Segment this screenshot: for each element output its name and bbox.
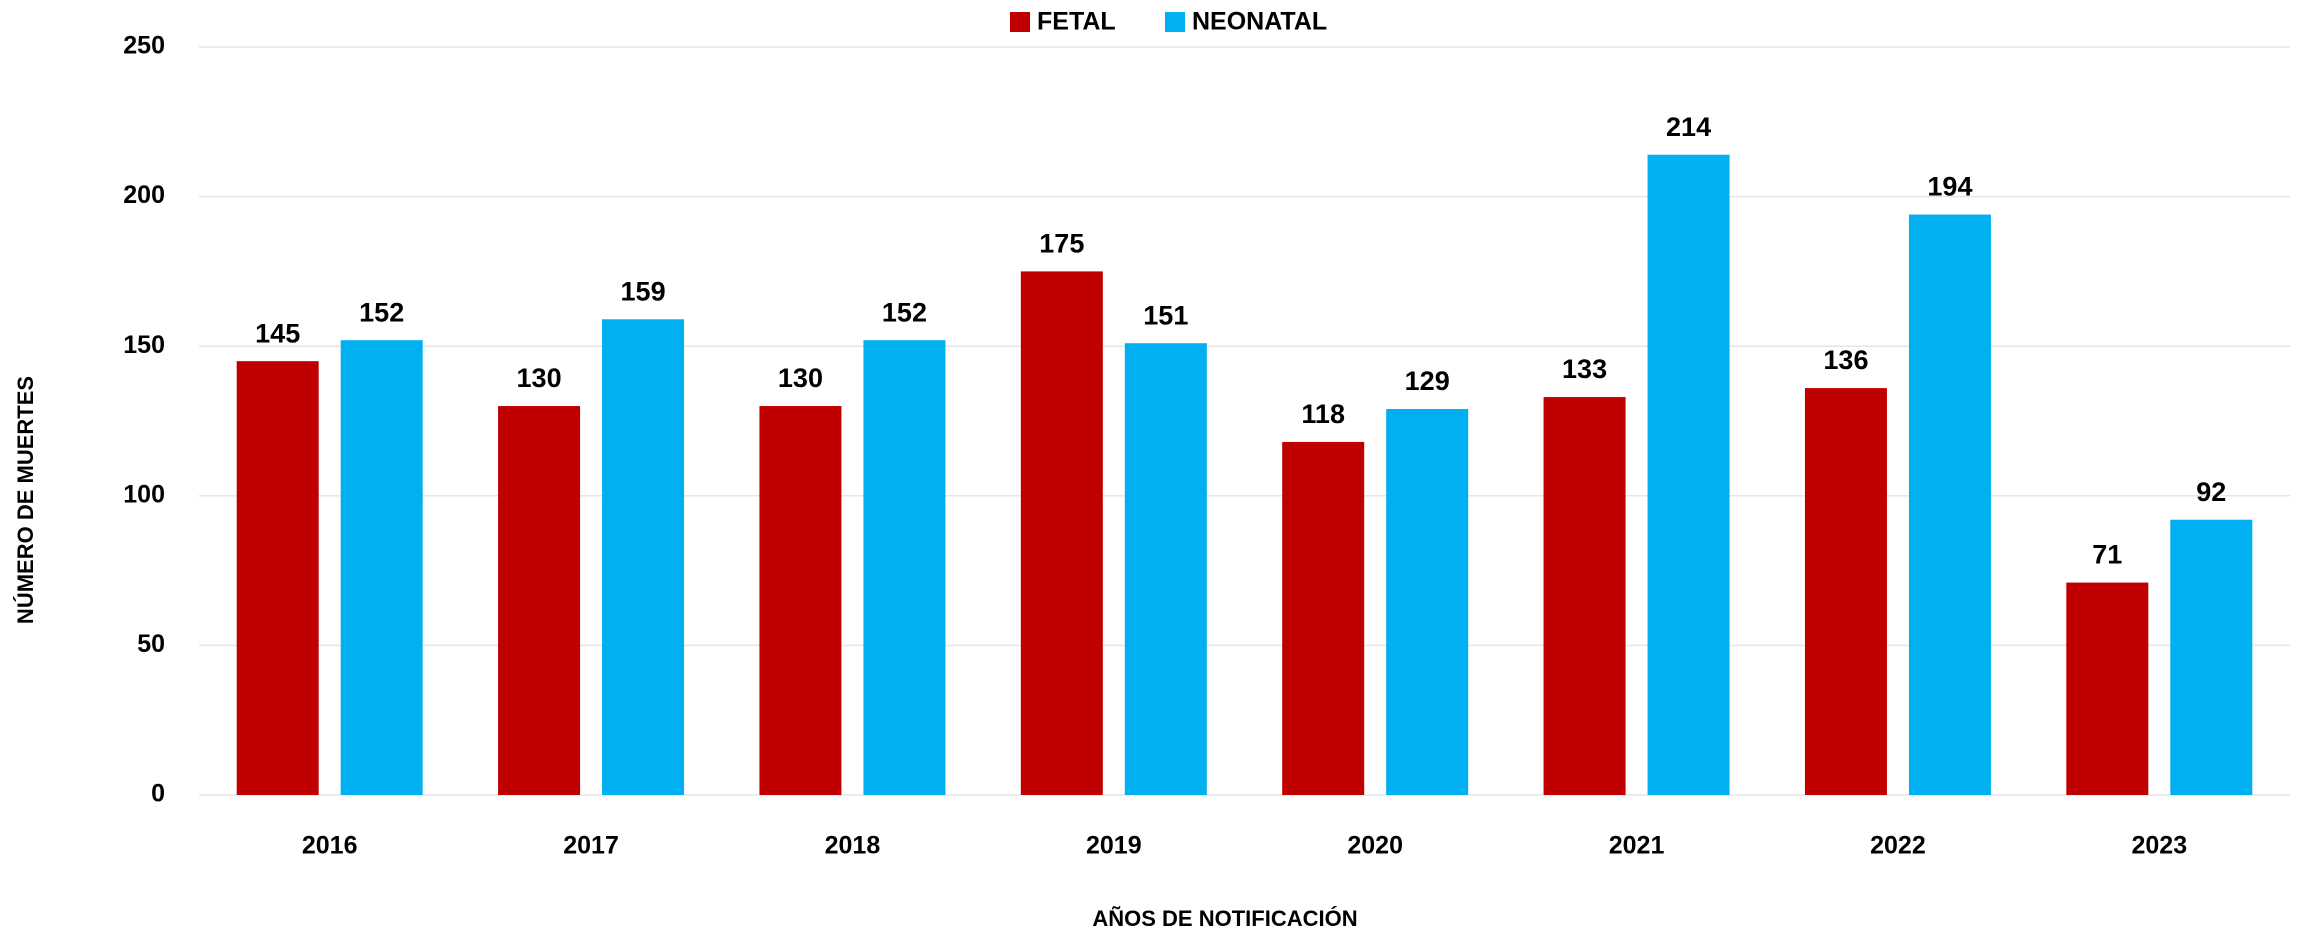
bar (1386, 409, 1469, 795)
bar (236, 361, 319, 795)
bar (1124, 343, 1207, 795)
legend-label: FETAL (1037, 8, 1116, 36)
x-axis-title: AÑOS DE NOTIFICACIÓN (1092, 906, 1357, 931)
bar (759, 406, 842, 795)
x-tick-label: 2020 (1347, 832, 1403, 860)
legend-swatch (1165, 12, 1185, 32)
data-label: 71 (2092, 540, 2122, 570)
x-tick-label: 2017 (563, 832, 619, 860)
bar (863, 340, 946, 795)
bar (1543, 397, 1626, 795)
data-label: 129 (1405, 366, 1450, 396)
data-label: 152 (882, 297, 927, 327)
legend-swatch (1010, 12, 1030, 32)
bar (2066, 582, 2149, 795)
data-label: 159 (621, 276, 666, 306)
bar (602, 319, 685, 795)
x-tick-label: 2023 (2132, 832, 2188, 860)
x-tick-label: 2018 (825, 832, 881, 860)
x-tick-label: 2016 (302, 832, 358, 860)
bar (498, 406, 581, 795)
data-label: 194 (1927, 172, 1972, 202)
bar (1282, 441, 1365, 795)
data-label: 145 (255, 318, 300, 348)
x-tick-label: 2021 (1609, 832, 1665, 860)
y-tick-label: 200 (123, 181, 165, 209)
legend-label: NEONATAL (1192, 8, 1327, 36)
data-label: 151 (1143, 300, 1188, 330)
data-label: 118 (1301, 399, 1345, 429)
y-axis-title: NÚMERO DE MUERTES (13, 376, 38, 624)
data-label: 130 (778, 363, 823, 393)
y-tick-label: 50 (137, 630, 165, 658)
y-tick-label: 0 (151, 780, 165, 808)
x-tick-label: 2019 (1086, 832, 1142, 860)
bar (1647, 154, 1730, 795)
bar (1908, 214, 1991, 795)
data-label: 214 (1666, 112, 1711, 142)
data-label: 175 (1039, 229, 1084, 259)
data-label: 133 (1562, 354, 1607, 384)
data-label: 136 (1823, 345, 1868, 375)
bar (1020, 271, 1103, 795)
bar (340, 340, 423, 795)
x-tick-label: 2022 (1870, 832, 1926, 860)
y-tick-label: 150 (123, 331, 165, 359)
data-label: 92 (2196, 477, 2226, 507)
y-tick-label: 100 (123, 480, 165, 508)
data-label: 130 (517, 363, 562, 393)
data-label: 152 (359, 297, 404, 327)
y-tick-label: 250 (123, 32, 165, 60)
bar (2170, 519, 2253, 795)
bar (1804, 388, 1887, 795)
